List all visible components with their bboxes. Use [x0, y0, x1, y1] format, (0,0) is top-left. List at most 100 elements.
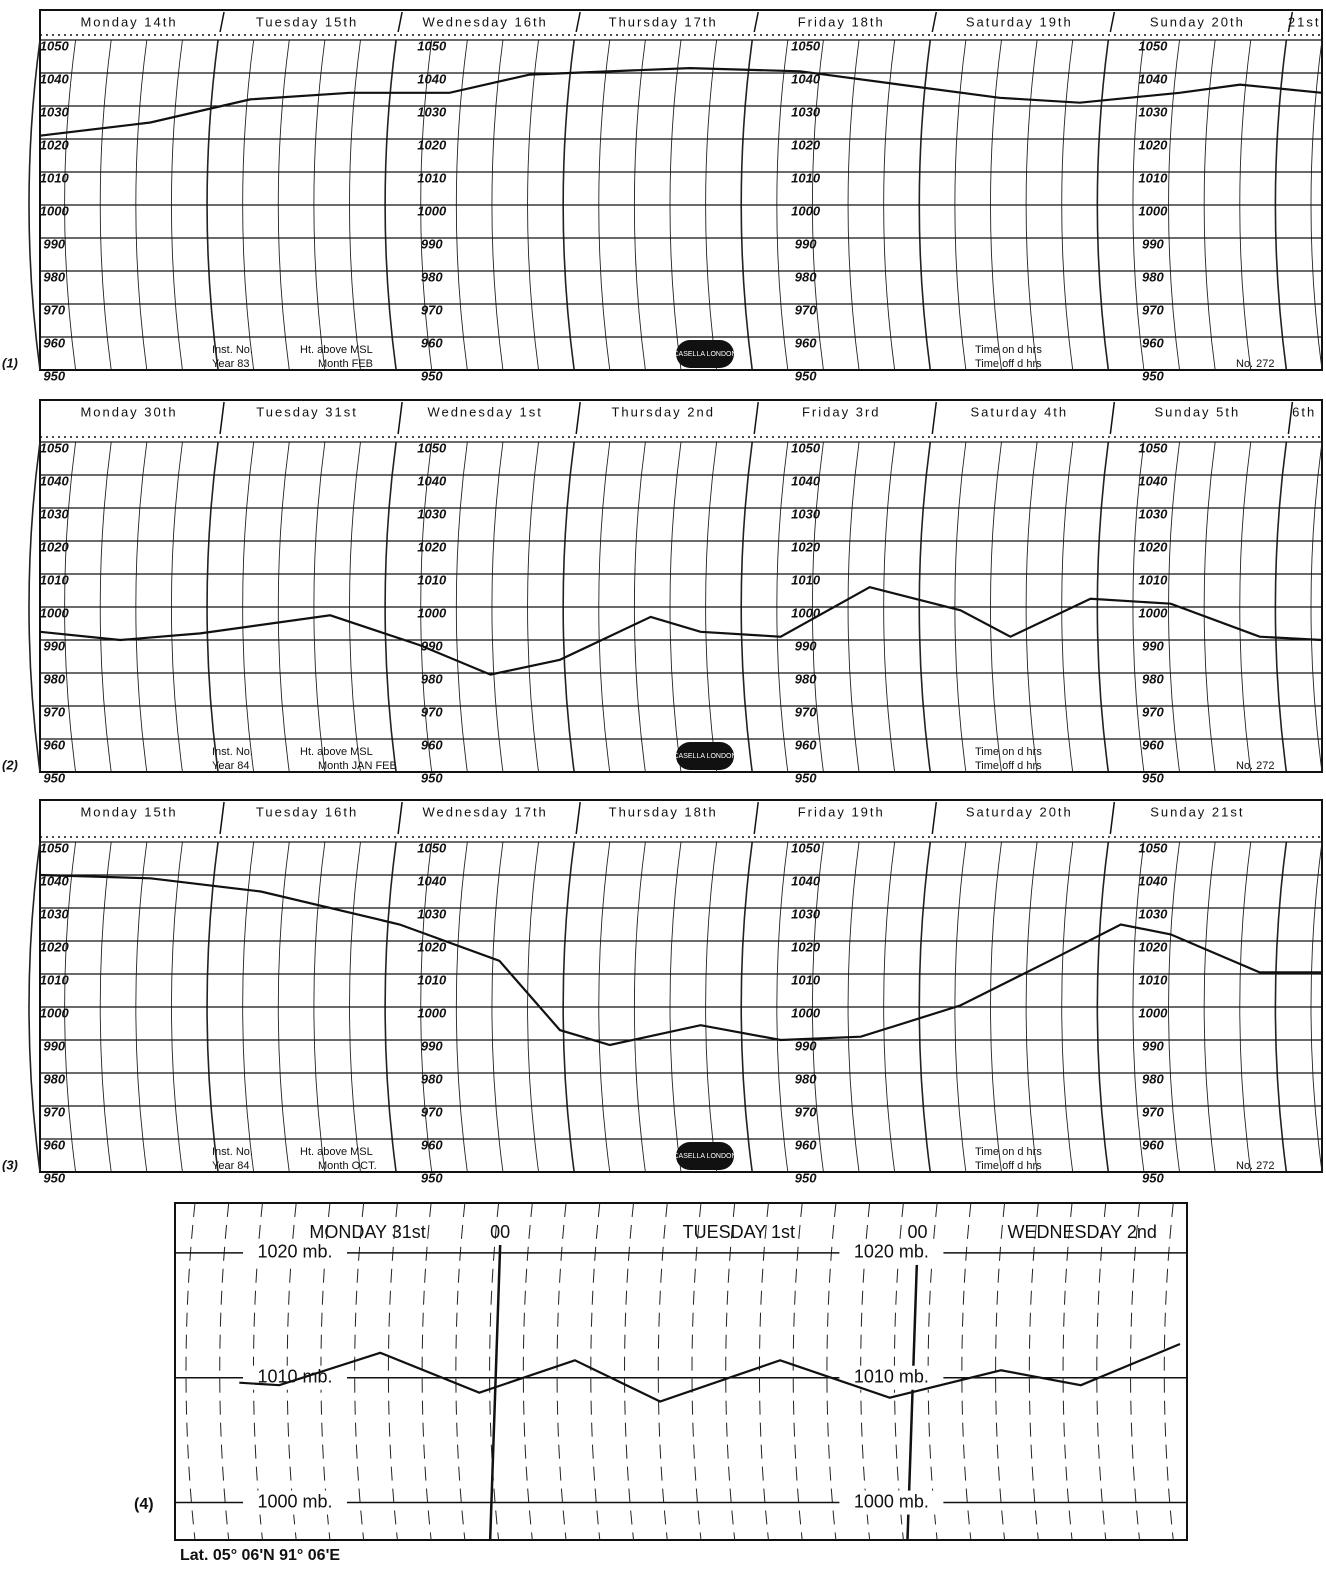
y-tick-label: 990	[421, 638, 443, 653]
y-tick-label: 950	[421, 368, 443, 383]
y-tick-label: 960	[795, 1137, 817, 1152]
y-tick-label: 1050	[791, 440, 821, 455]
pressure-trace	[39, 66, 1323, 137]
y-tick-label: 1000	[40, 605, 70, 620]
y-tick-label: 950	[1142, 1170, 1164, 1185]
y-tick-label: 970	[1142, 302, 1164, 317]
day-divider	[575, 801, 581, 835]
day-label: MONDAY 31st	[309, 1222, 425, 1242]
annotation-year: Year 84	[212, 1160, 250, 1172]
y-tick-label: 960	[1142, 1137, 1164, 1152]
y-tick-label: 1030	[791, 906, 821, 921]
y-tick-label: 970	[795, 302, 817, 317]
y-tick-label: 1030	[40, 906, 70, 921]
time-arc	[1130, 1202, 1141, 1541]
y-tick-label: 1020	[791, 539, 821, 554]
y-tick-label: 1030	[1138, 104, 1168, 119]
y-tick-label: 980	[795, 671, 817, 686]
time-arc	[185, 1202, 196, 1541]
y-tick-label: 1000	[1138, 605, 1168, 620]
day-divider	[219, 801, 225, 835]
annotation-height: Ht. above MSL	[300, 1146, 373, 1158]
y-tick-label: 1000	[791, 203, 821, 218]
y-tick-label: 1000	[417, 203, 447, 218]
time-arc	[657, 1202, 668, 1541]
y-tick-label: 1010	[40, 170, 70, 185]
y-tick-label: 960	[795, 737, 817, 752]
y-tick-label: 1050	[791, 38, 821, 53]
day-label: Saturday 19th	[966, 14, 1073, 29]
time-arc	[489, 1202, 500, 1541]
time-arc	[1096, 1202, 1107, 1541]
day-label: TUESDAY 1st	[683, 1222, 795, 1242]
day-label: Saturday 20th	[966, 804, 1073, 819]
y-tick-label: 980	[421, 671, 443, 686]
y-tick-label: 990	[1142, 1038, 1164, 1053]
day-divider	[1287, 11, 1294, 33]
day-label: 21st	[1288, 14, 1321, 29]
y-tick-label: 1000	[791, 605, 821, 620]
day-label: Saturday 4th	[970, 404, 1068, 419]
y-tick-label: 1020	[40, 939, 70, 954]
day-divider	[575, 401, 581, 435]
y-tick-label: 1040	[791, 71, 821, 86]
label-knockout	[839, 1240, 944, 1265]
day-label: Wednesday 16th	[422, 14, 547, 29]
y-tick-label: 1040	[40, 473, 70, 488]
y-tick-label: 1050	[1138, 840, 1168, 855]
day-label: Thursday 18th	[609, 804, 718, 819]
y-tick-label: 1050	[1138, 440, 1168, 455]
day-label: Tuesday 16th	[256, 804, 358, 819]
time-arc	[421, 1202, 432, 1541]
day-divider	[753, 11, 759, 33]
annotation-number: No. 272	[1236, 760, 1275, 772]
y-tick-label: 1020	[1138, 137, 1168, 152]
y-tick-label: 990	[43, 1038, 65, 1053]
maker-badge	[676, 1142, 734, 1170]
y-tick-label: 1010	[791, 170, 821, 185]
y-tick-label: 1050	[417, 840, 447, 855]
annotation-time-on: Time on d hrs	[975, 1146, 1042, 1158]
y-tick-label: 1010 mb.	[854, 1366, 929, 1386]
y-tick-label: 950	[795, 770, 817, 785]
y-tick-label: 1030	[417, 906, 447, 921]
y-tick-label: 1010	[1138, 572, 1168, 587]
y-tick-label: 970	[421, 704, 443, 719]
y-tick-label: 970	[795, 1104, 817, 1119]
y-tick-label: 1000	[417, 1005, 447, 1020]
pressure-trace	[39, 873, 1322, 1047]
label-knockout	[839, 1490, 944, 1515]
y-tick-label: 990	[795, 236, 817, 251]
annotation-time-off: Time off d hrs	[975, 760, 1042, 772]
y-tick-label: 1050	[40, 440, 70, 455]
y-tick-label: 950	[421, 1170, 443, 1185]
y-tick-label: 980	[1142, 269, 1164, 284]
day-label: Tuesday 15th	[256, 14, 358, 29]
annotation-time-on: Time on d hrs	[975, 746, 1042, 758]
time-arc	[1163, 1202, 1174, 1541]
y-tick-label: 950	[795, 368, 817, 383]
day-label: Thursday 17th	[609, 14, 718, 29]
day-label: Sunday 5th	[1154, 404, 1240, 419]
day-label: Friday 19th	[798, 804, 885, 819]
time-arc	[826, 1202, 837, 1541]
time-arc	[387, 1202, 398, 1541]
y-tick-label: 960	[1142, 335, 1164, 350]
day-label: Sunday 21st	[1150, 804, 1244, 819]
y-tick-label: 950	[43, 770, 65, 785]
day-label: Wednesday 17th	[422, 804, 547, 819]
y-tick-label: 960	[43, 737, 65, 752]
y-tick-label: 950	[43, 1170, 65, 1185]
y-tick-label: 980	[1142, 1071, 1164, 1086]
annotation-panel: (1)	[2, 355, 18, 370]
y-tick-label: 1020	[791, 137, 821, 152]
y-tick-label: 980	[421, 269, 443, 284]
y-tick-label: 990	[421, 1038, 443, 1053]
y-tick-label: 1020	[417, 137, 447, 152]
y-tick-label: 1000	[1138, 1005, 1168, 1020]
time-arc	[961, 1202, 972, 1541]
annotation-year: Year 84	[212, 760, 250, 772]
maker-badge	[676, 742, 734, 770]
y-tick-label: 960	[1142, 737, 1164, 752]
pressure-trace	[239, 1342, 1181, 1403]
